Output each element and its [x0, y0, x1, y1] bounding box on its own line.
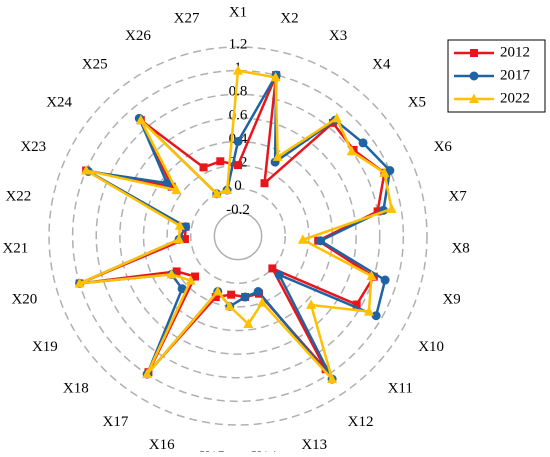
category-label: X21 — [2, 240, 28, 256]
marker — [191, 272, 200, 281]
category-label: X2 — [280, 10, 298, 26]
category-label: X4 — [372, 57, 391, 73]
category-label: X25 — [82, 57, 108, 73]
marker — [316, 236, 326, 246]
marker — [74, 277, 85, 288]
marker — [469, 71, 479, 81]
r-tick-label: -0.2 — [226, 202, 250, 218]
marker — [306, 299, 317, 309]
category-label: X19 — [32, 339, 58, 355]
marker — [167, 182, 176, 191]
marker — [469, 93, 479, 103]
marker — [346, 145, 357, 156]
r-tick-label: 0.6 — [229, 107, 248, 123]
category-label: X20 — [11, 291, 37, 307]
marker — [366, 270, 377, 280]
category-label: X23 — [20, 139, 46, 155]
marker — [174, 233, 185, 244]
marker — [166, 268, 177, 279]
category-label: X1 — [229, 4, 247, 20]
marker — [177, 284, 187, 294]
marker — [253, 287, 263, 297]
legend-label: 2012 — [500, 44, 530, 60]
r-tick-label: 0.8 — [229, 84, 248, 100]
category-label: X7 — [448, 189, 467, 205]
marker — [135, 114, 146, 125]
series-line — [79, 69, 393, 380]
marker — [321, 365, 330, 374]
grid-circle — [71, 69, 405, 403]
legend-label: 2017 — [500, 67, 531, 83]
grid-circle — [190, 188, 286, 284]
marker — [185, 275, 196, 285]
category-label: X17 — [103, 414, 129, 430]
marker — [212, 286, 223, 296]
category-label: X6 — [434, 139, 453, 155]
marker — [363, 306, 374, 316]
marker — [172, 267, 181, 276]
r-tick-label: 0 — [234, 178, 242, 194]
category-label: X12 — [348, 414, 374, 430]
category-label: X13 — [301, 437, 327, 452]
marker — [199, 163, 208, 172]
marker — [243, 318, 254, 328]
category-label: X24 — [46, 94, 72, 110]
grid-circle — [48, 46, 428, 426]
marker — [371, 311, 381, 321]
marker — [234, 161, 242, 170]
marker — [297, 234, 308, 244]
marker — [268, 264, 277, 273]
category-label: X8 — [451, 240, 469, 256]
category-label: X18 — [63, 380, 89, 396]
category-label: X27 — [174, 10, 200, 26]
category-label: X11 — [388, 380, 413, 396]
marker — [352, 300, 361, 309]
marker — [240, 292, 250, 302]
category-label: X9 — [442, 291, 460, 307]
marker — [373, 207, 382, 216]
marker — [81, 164, 92, 175]
marker — [224, 300, 235, 311]
marker — [233, 65, 243, 75]
category-label: X22 — [5, 189, 31, 205]
marker — [380, 275, 390, 285]
series — [74, 65, 397, 384]
category-label: X5 — [408, 94, 426, 110]
marker — [227, 290, 236, 299]
marker — [211, 188, 222, 198]
marker — [272, 151, 283, 161]
marker — [270, 71, 281, 82]
marker — [274, 270, 284, 280]
marker — [233, 137, 243, 146]
marker — [260, 179, 269, 188]
marker — [327, 373, 338, 384]
marker — [211, 293, 220, 302]
marker — [162, 178, 172, 188]
marker — [385, 165, 395, 175]
marker — [386, 203, 397, 213]
r-tick-label: 1.2 — [229, 36, 248, 52]
marker — [216, 157, 225, 166]
marker — [180, 235, 189, 244]
legend-label: 2022 — [500, 90, 530, 106]
marker — [358, 138, 368, 148]
category-label: X3 — [329, 28, 347, 44]
marker — [257, 297, 268, 307]
grid-circle — [95, 93, 381, 379]
marker — [174, 220, 185, 230]
grid-circle — [119, 117, 357, 355]
marker — [470, 49, 478, 57]
marker — [222, 184, 233, 195]
marker — [142, 368, 153, 379]
marker — [331, 112, 342, 123]
grid-circle — [213, 211, 263, 261]
grid-circle — [166, 164, 310, 308]
marker — [379, 167, 390, 177]
marker — [171, 184, 182, 195]
category-label: X10 — [418, 339, 444, 355]
category-label: X26 — [125, 28, 151, 44]
category-label: X16 — [149, 437, 175, 452]
series-line — [79, 70, 392, 380]
